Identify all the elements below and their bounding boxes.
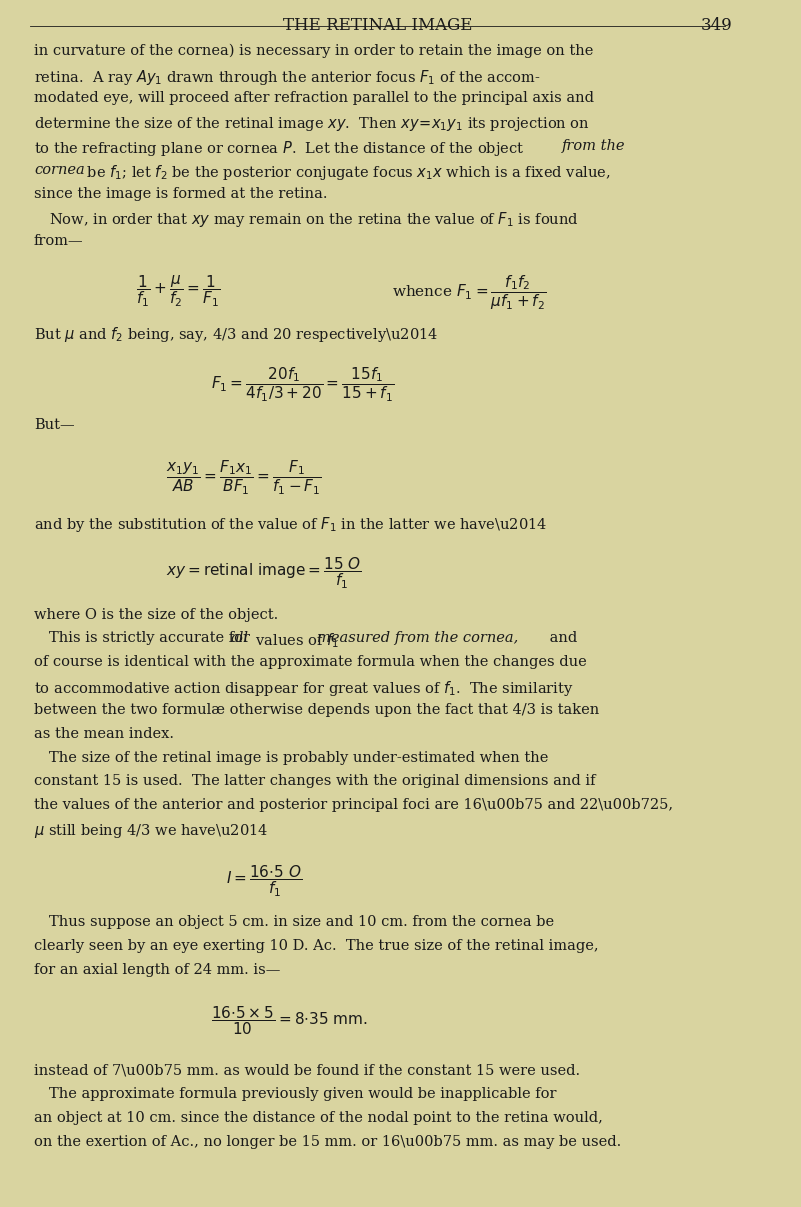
- Text: cornea: cornea: [34, 163, 85, 177]
- Text: and: and: [545, 631, 578, 646]
- Text: an object at 10 cm. since the distance of the nodal point to the retina would,: an object at 10 cm. since the distance o…: [34, 1112, 603, 1125]
- Text: be $f_1$; let $f_2$ be the posterior conjugate focus $x_1x$ which is a fixed val: be $f_1$; let $f_2$ be the posterior con…: [82, 163, 610, 182]
- Text: THE RETINAL IMAGE: THE RETINAL IMAGE: [283, 17, 472, 35]
- Text: $F_1=\dfrac{20f_1}{4f_1/3+20}=\dfrac{15f_1}{15+f_1}$: $F_1=\dfrac{20f_1}{4f_1/3+20}=\dfrac{15f…: [211, 366, 395, 404]
- Text: and by the substitution of the value of $F_1$ in the latter we have\u2014: and by the substitution of the value of …: [34, 514, 547, 533]
- Text: to the refracting plane or cornea $P$.  Let the distance of the object: to the refracting plane or cornea $P$. L…: [34, 139, 525, 158]
- Text: 349: 349: [700, 17, 732, 35]
- Text: between the two formulæ otherwise depends upon the fact that 4/3 is taken: between the two formulæ otherwise depend…: [34, 702, 599, 717]
- Text: determine the size of the retinal image $xy$.  Then $xy\!=\!x_1y_1$ its projecti: determine the size of the retinal image …: [34, 115, 590, 133]
- Text: measured from the cornea,: measured from the cornea,: [317, 631, 518, 646]
- Text: But $\mu$ and $f_2$ being, say, 4/3 and 20 respectively\u2014: But $\mu$ and $f_2$ being, say, 4/3 and …: [34, 325, 438, 344]
- Text: The size of the retinal image is probably under-estimated when the: The size of the retinal image is probabl…: [49, 751, 549, 764]
- Text: from the: from the: [562, 139, 626, 153]
- Text: for an axial length of 24 mm. is—: for an axial length of 24 mm. is—: [34, 963, 280, 976]
- Text: $I=\dfrac{16{\cdot}5\ O}{f_1}$: $I=\dfrac{16{\cdot}5\ O}{f_1}$: [227, 863, 303, 899]
- Text: clearly seen by an eye exerting 10 D. Ac.  The true size of the retinal image,: clearly seen by an eye exerting 10 D. Ac…: [34, 939, 598, 952]
- Text: retina.  A ray $Ay_1$ drawn through the anterior focus $F_1$ of the accom-: retina. A ray $Ay_1$ drawn through the a…: [34, 68, 541, 87]
- Text: to accommodative action disappear for great values of $f_1$.  The similarity: to accommodative action disappear for gr…: [34, 680, 574, 698]
- Text: This is strictly accurate for: This is strictly accurate for: [49, 631, 255, 646]
- Text: Thus suppose an object 5 cm. in size and 10 cm. from the cornea be: Thus suppose an object 5 cm. in size and…: [49, 915, 554, 929]
- Text: since the image is formed at the retina.: since the image is formed at the retina.: [34, 187, 328, 200]
- Text: all: all: [230, 631, 248, 646]
- Text: instead of 7\u00b75 mm. as would be found if the constant 15 were used.: instead of 7\u00b75 mm. as would be foun…: [34, 1063, 580, 1078]
- Text: $xy=\mathrm{retinal\ image}=\dfrac{15\ O}{f_1}$: $xy=\mathrm{retinal\ image}=\dfrac{15\ O…: [166, 556, 362, 591]
- Text: the values of the anterior and posterior principal foci are 16\u00b75 and 22\u00: the values of the anterior and posterior…: [34, 798, 673, 812]
- Text: whence $F_1=\dfrac{f_1f_2}{\mu f_1+f_2}$: whence $F_1=\dfrac{f_1f_2}{\mu f_1+f_2}$: [392, 273, 547, 311]
- Text: $\dfrac{1}{f_1}+\dfrac{\mu}{f_2}=\dfrac{1}{F_1}$: $\dfrac{1}{f_1}+\dfrac{\mu}{f_2}=\dfrac{…: [136, 273, 220, 309]
- Text: But—: But—: [34, 418, 74, 432]
- Text: as the mean index.: as the mean index.: [34, 727, 174, 741]
- Text: modated eye, will proceed after refraction parallel to the principal axis and: modated eye, will proceed after refracti…: [34, 92, 594, 105]
- Text: from—: from—: [34, 234, 83, 249]
- Text: on the exertion of Ac., no longer be 15 mm. or 16\u00b75 mm. as may be used.: on the exertion of Ac., no longer be 15 …: [34, 1135, 622, 1149]
- Text: of course is identical with the approximate formula when the changes due: of course is identical with the approxim…: [34, 655, 586, 670]
- Text: values of $f_1$: values of $f_1$: [251, 631, 340, 651]
- Text: $\dfrac{16{\cdot}5\times5}{10}=8{\cdot}35\ \mathrm{mm.}$: $\dfrac{16{\cdot}5\times5}{10}=8{\cdot}3…: [211, 1004, 368, 1037]
- Text: where O is the size of the object.: where O is the size of the object.: [34, 607, 278, 622]
- Text: The approximate formula previously given would be inapplicable for: The approximate formula previously given…: [49, 1088, 557, 1101]
- Text: Now, in order that $xy$ may remain on the retina the value of $F_1$ is found: Now, in order that $xy$ may remain on th…: [49, 210, 579, 229]
- Text: $\mu$ still being 4/3 we have\u2014: $\mu$ still being 4/3 we have\u2014: [34, 822, 268, 840]
- Text: $\dfrac{x_1y_1}{AB}=\dfrac{F_1x_1}{BF_1}=\dfrac{F_1}{f_1-F_1}$: $\dfrac{x_1y_1}{AB}=\dfrac{F_1x_1}{BF_1}…: [166, 459, 322, 497]
- Text: constant 15 is used.  The latter changes with the original dimensions and if: constant 15 is used. The latter changes …: [34, 775, 595, 788]
- Text: in curvature of the cornea) is necessary in order to retain the image on the: in curvature of the cornea) is necessary…: [34, 43, 594, 58]
